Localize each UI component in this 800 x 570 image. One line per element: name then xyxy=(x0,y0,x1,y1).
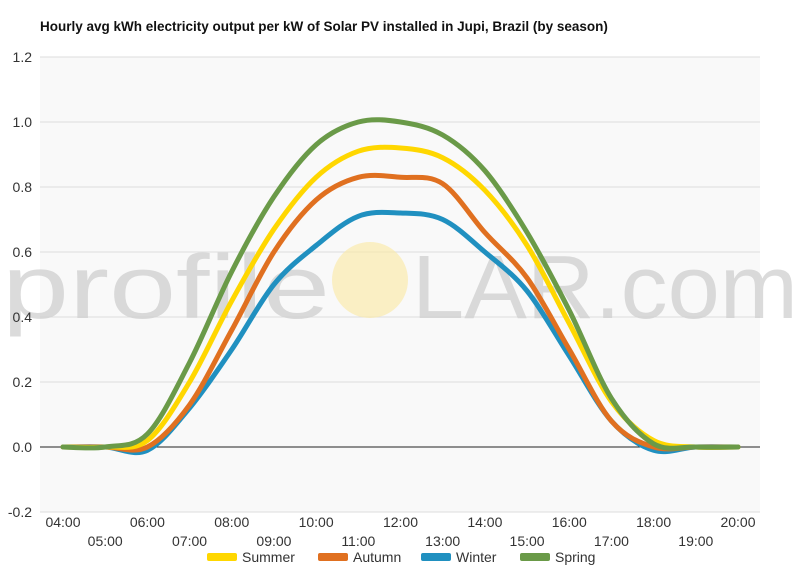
watermark-sun-icon xyxy=(332,242,408,318)
x-tick-label: 07:00 xyxy=(172,533,207,549)
x-tick-label: 12:00 xyxy=(383,514,418,530)
y-tick-label: -0.2 xyxy=(8,504,32,520)
series-line-autumn xyxy=(60,172,741,453)
watermark-text-right: LAR.com xyxy=(412,238,798,338)
x-tick-label: 18:00 xyxy=(636,514,671,530)
x-tick-label: 14:00 xyxy=(467,514,502,530)
x-tick-label: 11:00 xyxy=(341,533,375,549)
x-tick-label: 16:00 xyxy=(552,514,587,530)
x-tick-label: 08:00 xyxy=(214,514,249,530)
y-tick-label: 0.6 xyxy=(13,244,33,260)
x-tick-label: 10:00 xyxy=(299,514,334,530)
x-tick-label: 05:00 xyxy=(88,533,123,549)
series-lines xyxy=(60,117,741,456)
legend-label-winter: Winter xyxy=(456,549,497,565)
x-tick-label: 17:00 xyxy=(594,533,629,549)
x-tick-label: 13:00 xyxy=(425,533,460,549)
watermark-text-left: profile xyxy=(2,238,330,338)
x-tick-label: 15:00 xyxy=(510,533,545,549)
y-tick-label: 1.2 xyxy=(13,49,33,65)
legend-swatch-spring xyxy=(520,553,550,561)
y-tick-label: 0.0 xyxy=(13,439,33,455)
legend-label-autumn: Autumn xyxy=(353,549,401,565)
x-tick-label: 20:00 xyxy=(720,514,755,530)
legend-swatch-autumn xyxy=(318,553,348,561)
y-tick-label: 0.8 xyxy=(13,179,33,195)
y-tick-label: 0.2 xyxy=(13,374,33,390)
x-tick-label: 04:00 xyxy=(45,514,80,530)
x-axis: 04:00 05:00 06:00 07:00 08:00 09:00 10:00 11:00… xyxy=(45,514,755,549)
legend: Summer Autumn Winter Spring xyxy=(207,549,595,565)
chart-title: Hourly avg kWh electricity output per kW… xyxy=(40,19,608,34)
y-tick-label: 1.0 xyxy=(13,114,33,130)
legend-label-summer: Summer xyxy=(242,549,295,565)
legend-label-spring: Spring xyxy=(555,549,595,565)
x-tick-label: 06:00 xyxy=(130,514,165,530)
series-line-spring xyxy=(60,117,741,451)
y-axis: -0.2 0.0 0.2 0.4 0.6 0.8 1.0 1.2 xyxy=(8,49,32,520)
legend-swatch-summer xyxy=(207,553,237,561)
x-tick-label: 09:00 xyxy=(256,533,291,549)
y-tick-label: 0.4 xyxy=(13,309,33,325)
watermark: profile LAR.com xyxy=(2,238,798,338)
legend-swatch-winter xyxy=(421,553,451,561)
x-tick-label: 19:00 xyxy=(678,533,713,549)
